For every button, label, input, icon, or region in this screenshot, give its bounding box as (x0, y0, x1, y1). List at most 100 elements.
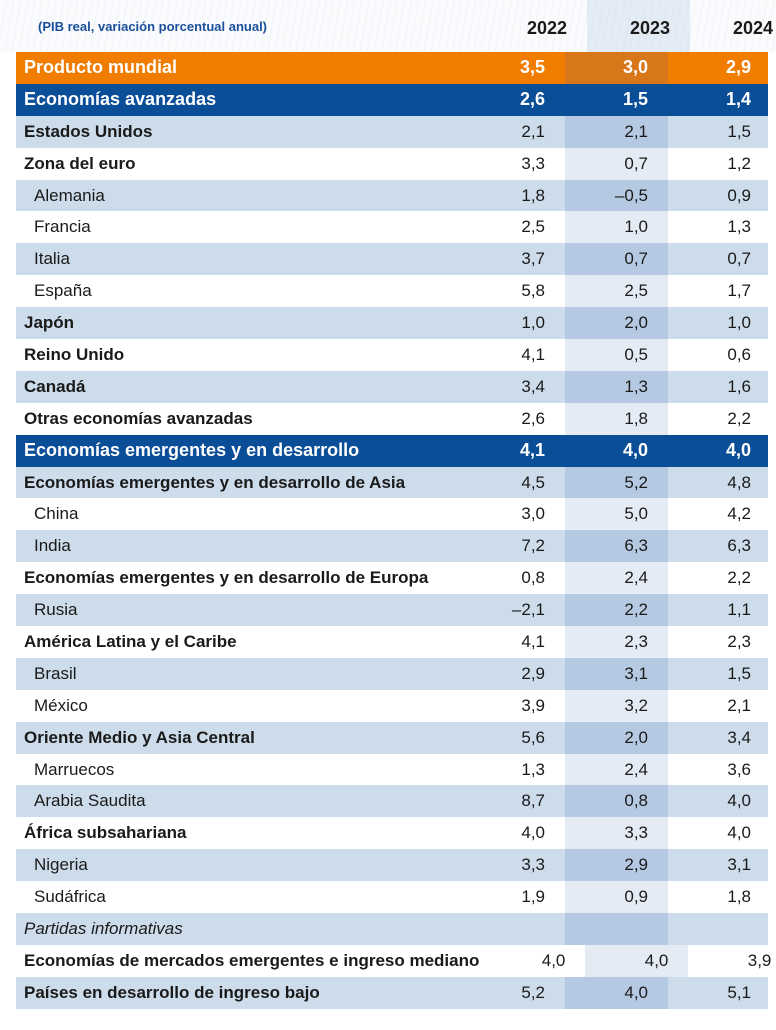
value-2022 (459, 913, 565, 945)
row-label: Economías emergentes y en desarrollo de … (24, 568, 429, 588)
value-2024: 0,7 (727, 249, 751, 269)
row-label: África subsahariana (24, 823, 187, 843)
row-label: Arabia Saudita (34, 791, 146, 811)
value-2024: 3,4 (727, 727, 751, 747)
value-2022: 2,6 (519, 89, 545, 110)
row-label: España (34, 281, 92, 301)
value-2023: 2,4 (565, 562, 668, 595)
value-2024: 1,8 (727, 887, 751, 907)
value-2022: 4,1 (519, 440, 545, 461)
value-2024: 1,5 (727, 663, 751, 683)
value-2023: 3,3 (565, 817, 668, 850)
value-2023: 2,4 (565, 753, 668, 786)
row-label: Canadá (24, 376, 86, 396)
value-2022: 4,1 (521, 631, 545, 651)
table-row: Economías de mercados emergentes e ingre… (16, 944, 771, 977)
row-label: Partidas informativas (24, 918, 183, 938)
row-label: Países en desarrollo de ingreso bajo (24, 982, 320, 1002)
row-label: Italia (34, 249, 70, 269)
value-2023: 1,0 (565, 211, 668, 244)
value-2023: 3,0 (565, 52, 668, 84)
value-2022: 3,7 (521, 249, 545, 269)
table-row: Canadá 3,4 1,3 1,6 (16, 370, 768, 403)
value-2022: 1,8 (521, 185, 545, 205)
value-2022: 0,8 (521, 568, 545, 588)
value-2022: 2,9 (521, 663, 545, 683)
row-label: Economías avanzadas (24, 89, 217, 110)
row-label: Alemania (34, 185, 105, 205)
year-header-2023: 2023 (587, 0, 690, 52)
value-2024: 3,1 (727, 855, 751, 875)
table-row: China 3,0 5,0 4,2 (16, 498, 768, 531)
value-2023: 5,2 (565, 466, 668, 499)
row-label: Oriente Medio y Asia Central (24, 727, 255, 747)
table-row: Japón 1,0 2,0 1,0 (16, 307, 768, 340)
row-label: Brasil (34, 663, 77, 683)
value-2024: 1,4 (725, 89, 751, 110)
table-row: Reino Unido 4,1 0,5 0,6 (16, 339, 768, 371)
value-2022: 3,0 (521, 504, 545, 524)
row-label: Producto mundial (24, 57, 177, 78)
row-label: Sudáfrica (34, 887, 106, 907)
value-2022: 2,1 (521, 121, 545, 141)
row-label: China (34, 504, 79, 524)
value-2023: 2,5 (565, 275, 668, 308)
value-2023: 2,2 (565, 594, 668, 627)
value-2022: 4,0 (541, 950, 566, 970)
value-2024: 2,2 (727, 408, 751, 428)
value-2023: 4,0 (585, 944, 689, 977)
value-2022: 1,9 (521, 887, 545, 907)
value-2024: 3,6 (727, 759, 751, 779)
value-2024: 1,0 (727, 313, 751, 333)
value-2024: 4,0 (725, 440, 751, 461)
value-2023: 2,0 (565, 721, 668, 754)
value-2022: 2,6 (521, 408, 545, 428)
value-2024: 1,1 (727, 600, 751, 620)
table-row: Italia 3,7 0,7 0,7 (16, 243, 768, 276)
value-2024: 2,2 (727, 568, 751, 588)
value-2024: 4,0 (727, 823, 751, 843)
value-2022: 4,5 (521, 472, 545, 492)
value-2024: 1,6 (727, 376, 751, 396)
table-row: Marruecos 1,3 2,4 3,6 (16, 753, 768, 786)
row-label: México (34, 695, 88, 715)
value-2022: 3,3 (521, 153, 545, 173)
table-row: Nigeria 3,3 2,9 3,1 (16, 849, 768, 882)
row-label: Economías emergentes y en desarrollo (24, 440, 360, 461)
table-row: Economías avanzadas 2,6 1,5 1,4 (16, 83, 768, 116)
table-body: Producto mundial 3,5 3,0 2,9 Economías avanz… (16, 52, 771, 1009)
row-label: Economías emergentes y en desarrollo de … (24, 472, 406, 492)
value-2024: 1,2 (727, 153, 751, 173)
table-row: Partidas informativas (16, 913, 768, 945)
value-2022: 5,6 (521, 727, 545, 747)
value-2022: 4,0 (521, 823, 545, 843)
value-2023: 3,2 (565, 689, 668, 722)
row-label: Japón (24, 313, 75, 333)
table-note: (PIB real, variación porcentual anual) (38, 18, 268, 34)
value-2023: 0,9 (565, 881, 668, 914)
year-header-2022: 2022 (526, 18, 567, 38)
value-2024: 2,1 (727, 695, 751, 715)
row-label: Zona del euro (24, 153, 136, 173)
table-row: Producto mundial 3,5 3,0 2,9 (16, 52, 768, 84)
value-2023: 0,7 (565, 243, 668, 276)
value-2024: 4,8 (727, 472, 751, 492)
value-2022: 3,3 (521, 855, 545, 875)
value-2024: 1,3 (727, 217, 751, 237)
table-row: Zona del euro 3,3 0,7 1,2 (16, 147, 768, 180)
value-2024: 1,5 (727, 121, 751, 141)
value-2023: 1,8 (565, 402, 668, 435)
value-2023: 2,0 (565, 307, 668, 340)
table-header: (PIB real, variación porcentual anual) 2… (16, 0, 773, 52)
value-2024: 0,6 (727, 344, 751, 364)
value-2023: –0,5 (565, 179, 668, 212)
table-row: India 7,2 6,3 6,3 (16, 530, 768, 563)
row-label: Nigeria (34, 855, 88, 875)
table-row: Arabia Saudita 8,7 0,8 4,0 (16, 785, 768, 818)
row-label: Reino Unido (24, 344, 125, 364)
value-2022: 4,1 (521, 344, 545, 364)
value-2024: 2,3 (727, 631, 751, 651)
value-2022: 3,5 (519, 57, 545, 78)
value-2023: 5,0 (565, 498, 668, 531)
table-row: Oriente Medio y Asia Central 5,6 2,0 3,4 (16, 721, 768, 754)
